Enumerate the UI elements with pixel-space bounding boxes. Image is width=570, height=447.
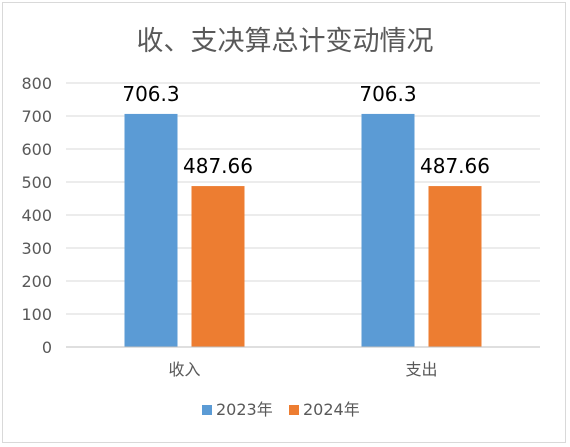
bar-value-label: 706.3 xyxy=(122,82,179,106)
bar-value-label: 487.66 xyxy=(183,154,253,178)
y-tick-label: 100 xyxy=(21,305,52,324)
data-labels: 706.3 487.66 706.3 487.66 xyxy=(122,82,490,178)
y-axis-tick-labels: 0 100 200 300 400 500 600 700 800 xyxy=(21,74,52,357)
legend-label: 2024年 xyxy=(303,400,360,419)
legend-label: 2023年 xyxy=(216,400,273,419)
legend: 2023年 2024年 xyxy=(202,400,360,419)
bar xyxy=(361,113,415,348)
bars xyxy=(124,113,482,348)
y-tick-label: 500 xyxy=(21,173,52,192)
legend-swatch xyxy=(202,405,212,415)
y-tick-label: 400 xyxy=(21,206,52,225)
bar-value-label: 706.3 xyxy=(359,82,416,106)
chart-title: 收、支决算总计变动情况 xyxy=(137,26,434,57)
y-tick-label: 200 xyxy=(21,272,52,291)
x-category-label: 支出 xyxy=(405,360,437,379)
legend-swatch xyxy=(289,405,299,415)
bar xyxy=(428,186,482,347)
y-tick-label: 800 xyxy=(21,74,52,93)
bar-value-label: 487.66 xyxy=(420,154,490,178)
y-tick-label: 700 xyxy=(21,107,52,126)
bar xyxy=(124,113,178,348)
y-tick-label: 600 xyxy=(21,140,52,159)
bar xyxy=(191,186,245,347)
y-tick-label: 0 xyxy=(42,338,52,357)
x-axis-category-labels: 收入 支出 xyxy=(168,360,437,379)
y-tick-label: 300 xyxy=(21,239,52,258)
x-category-label: 收入 xyxy=(168,360,200,379)
